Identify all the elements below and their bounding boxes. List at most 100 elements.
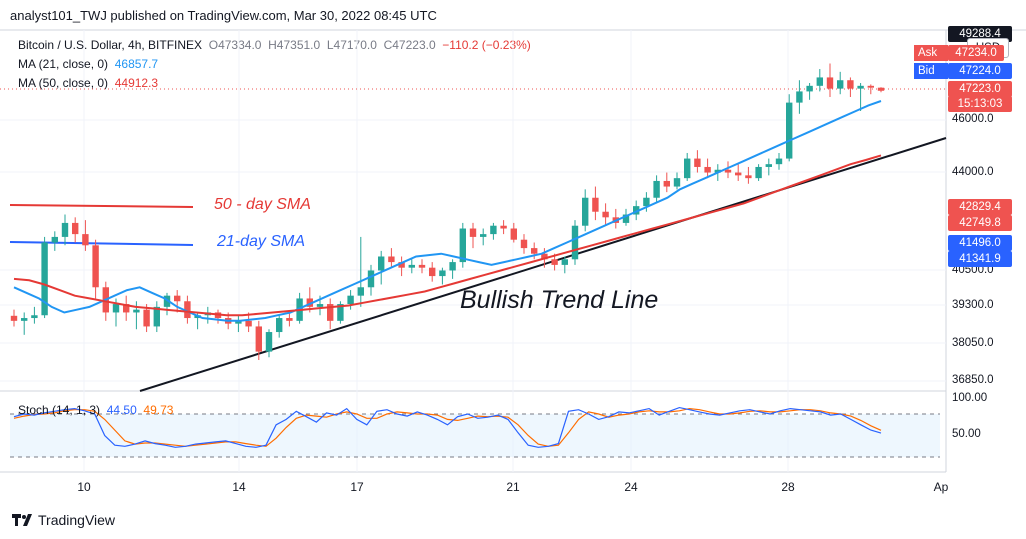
candle-body bbox=[153, 306, 160, 327]
xtick-14: 14 bbox=[232, 480, 246, 494]
candle-body bbox=[31, 315, 38, 319]
candle-body bbox=[133, 309, 140, 313]
ask-value: 47234.0 bbox=[948, 45, 1004, 61]
change-value: −110.2 (−0.23%) bbox=[442, 38, 531, 52]
badge-ma50-b: 42749.8 bbox=[948, 215, 1012, 231]
candle-body bbox=[745, 175, 752, 179]
candle-body bbox=[877, 87, 885, 91]
candle-body bbox=[500, 225, 507, 229]
ytick-39300: 39300.0 bbox=[952, 299, 994, 311]
bid-label: Bid bbox=[914, 63, 948, 79]
ytick-40500: 40500.0 bbox=[952, 264, 994, 276]
candle-body bbox=[714, 169, 721, 173]
annotation-trend-line: Bullish Trend Line bbox=[460, 286, 659, 314]
ma50-value: 44912.3 bbox=[114, 76, 159, 90]
stoch-label: Stoch (14, 1, 3) bbox=[18, 403, 101, 417]
low-value: L47170.0 bbox=[326, 38, 377, 52]
ytick-44000: 44000.0 bbox=[952, 166, 994, 178]
candle-body bbox=[633, 206, 640, 215]
ma50-legend: MA (50, close, 0) 44912.3 bbox=[18, 76, 158, 90]
candle-body bbox=[347, 295, 354, 305]
close-value: C47223.0 bbox=[383, 38, 436, 52]
candle-body bbox=[724, 169, 732, 173]
candle-body bbox=[82, 234, 89, 246]
candle-body bbox=[459, 228, 466, 263]
candle-body bbox=[245, 320, 252, 327]
candle-body bbox=[490, 225, 497, 235]
candles bbox=[10, 63, 885, 361]
open-value: O47334.0 bbox=[208, 38, 262, 52]
badge-ma50-a: 42829.4 bbox=[948, 199, 1012, 215]
ytick-36850: 36850.0 bbox=[952, 374, 994, 386]
candle-body bbox=[520, 239, 528, 249]
ma21-value: 46857.7 bbox=[114, 57, 159, 71]
candle-body bbox=[510, 228, 517, 240]
candle-body bbox=[602, 211, 609, 218]
xtick-21: 21 bbox=[506, 480, 520, 494]
stoch-ytick-50: 50.00 bbox=[952, 428, 981, 440]
candle-body bbox=[184, 301, 191, 319]
stoch-k-value: 44.50 bbox=[106, 403, 137, 417]
ma50-label: MA (50, close, 0) bbox=[18, 76, 109, 90]
candle-body bbox=[775, 158, 783, 165]
stoch-band bbox=[10, 414, 940, 457]
tradingview-logo-icon bbox=[12, 514, 32, 526]
candle-body bbox=[388, 256, 395, 263]
candle-body bbox=[735, 172, 742, 176]
candle-body bbox=[439, 270, 446, 277]
candle-body bbox=[357, 287, 364, 296]
annotation-lines bbox=[9, 137, 947, 392]
candle-body bbox=[255, 326, 262, 352]
stoch-pane bbox=[10, 406, 940, 458]
badge-ma21-a: 41496.0 bbox=[948, 235, 1012, 251]
ytick-46000: 46000.0 bbox=[952, 113, 994, 125]
candle-body bbox=[367, 270, 375, 288]
candle-body bbox=[112, 304, 120, 313]
symbol-label: Bitcoin / U.S. Dollar, 4h, BITFINEX bbox=[18, 38, 203, 52]
high-value: H47351.0 bbox=[268, 38, 321, 52]
candle-body bbox=[41, 242, 48, 316]
candle-body bbox=[786, 102, 793, 159]
candle-body bbox=[92, 245, 99, 288]
candle-body bbox=[796, 91, 803, 103]
ytick-38050: 38050.0 bbox=[952, 337, 994, 349]
candle-body bbox=[418, 264, 426, 268]
candle-body bbox=[61, 222, 69, 237]
candle-body bbox=[21, 318, 28, 321]
candle-body bbox=[663, 180, 670, 187]
candle-body bbox=[337, 304, 344, 321]
candle-body bbox=[561, 259, 568, 265]
publish-header: analyst101_TWJ published on TradingView.… bbox=[10, 8, 437, 23]
candle-body bbox=[408, 264, 415, 268]
candle-body bbox=[857, 85, 864, 89]
ma21-legend: MA (21, close, 0) 46857.7 bbox=[18, 57, 158, 71]
xtick-28: 28 bbox=[781, 480, 795, 494]
candle-body bbox=[847, 80, 854, 89]
annotation-50-sma: 50 - day SMA bbox=[214, 196, 311, 213]
candle-body bbox=[306, 298, 313, 307]
xtick-17: 17 bbox=[350, 480, 364, 494]
ma21-line bbox=[13, 100, 882, 322]
candle-body bbox=[684, 158, 691, 179]
candle-body bbox=[469, 228, 477, 237]
candle-body bbox=[765, 164, 772, 167]
xtick-24: 24 bbox=[624, 480, 638, 494]
candle-body bbox=[541, 253, 548, 260]
candle-body bbox=[316, 304, 324, 307]
candle-body bbox=[694, 158, 701, 167]
candle-body bbox=[704, 166, 711, 173]
candle-body bbox=[531, 248, 538, 254]
candle-body bbox=[72, 222, 79, 235]
candle-body bbox=[429, 267, 436, 277]
footer-brand: TradingView bbox=[12, 512, 115, 528]
ma50-line bbox=[13, 154, 882, 317]
candle-body bbox=[582, 197, 589, 226]
last-price-badge: 47223.0 bbox=[948, 81, 1012, 97]
annotation-21-sma: 21-day SMA bbox=[217, 233, 306, 250]
candle-body bbox=[378, 256, 385, 271]
candle-body bbox=[643, 197, 650, 207]
candle-body bbox=[286, 318, 293, 321]
stoch-d-value: 49.73 bbox=[143, 403, 174, 417]
